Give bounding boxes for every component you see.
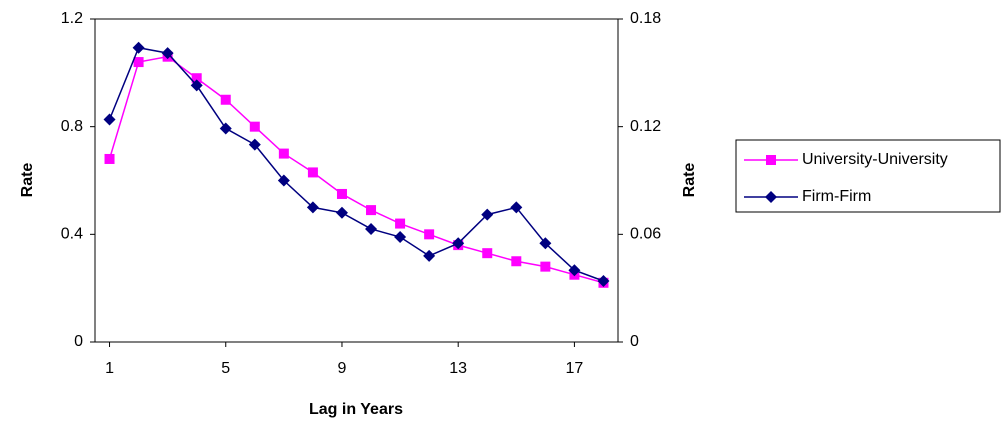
- series-line: [108, 46, 604, 282]
- diamond-marker: [335, 206, 348, 219]
- square-marker: [366, 205, 377, 216]
- y-tick-label: 0.8: [61, 118, 83, 135]
- diamond-marker: [219, 122, 232, 135]
- square-marker: [336, 188, 347, 199]
- y2-axis-title: Rate: [681, 163, 698, 198]
- square-marker: [424, 229, 435, 240]
- diamond-marker: [394, 231, 407, 244]
- diamond-marker: [248, 138, 261, 151]
- diamond-marker: [481, 208, 494, 221]
- diamond-marker: [597, 274, 610, 287]
- legend-label: University-University: [802, 151, 948, 168]
- x-tick-label: 5: [221, 360, 230, 377]
- y2-tick-label: 0.06: [630, 226, 661, 243]
- square-marker: [249, 121, 260, 132]
- x-axis-title: Lag in Years: [309, 401, 403, 418]
- diamond-marker: [568, 264, 581, 277]
- square-marker: [482, 248, 493, 259]
- plot-frame: [94, 18, 619, 343]
- y-tick-label: 0.4: [61, 226, 83, 243]
- square-marker: [540, 261, 551, 272]
- square-marker: [220, 94, 231, 105]
- x-tick-label: 17: [566, 360, 584, 377]
- square-marker: [278, 148, 289, 159]
- y2-tick-label: 0.12: [630, 118, 661, 135]
- square-marker: [395, 218, 406, 229]
- square-marker: [307, 167, 318, 178]
- diamond-marker: [277, 174, 290, 187]
- square-marker: [511, 256, 522, 267]
- square-marker: [104, 153, 115, 164]
- y-axis-title: Rate: [19, 163, 36, 198]
- diamond-marker: [423, 249, 436, 262]
- diamond-marker: [132, 41, 145, 54]
- legend-label: Firm-Firm: [802, 188, 871, 205]
- legend-box: [735, 139, 1001, 213]
- diamond-marker: [510, 201, 523, 214]
- square-marker: [191, 73, 202, 84]
- x-tick-label: 1: [105, 360, 114, 377]
- diamond-marker: [103, 113, 116, 126]
- diamond-marker: [190, 79, 203, 92]
- diamond-marker: [365, 222, 378, 235]
- y-tick-label: 1.2: [61, 10, 83, 27]
- diamond-marker: [539, 237, 552, 250]
- y2-tick-label: 0.18: [630, 10, 661, 27]
- diamond-marker: [765, 191, 777, 203]
- diamond-marker: [161, 47, 174, 60]
- x-tick-label: 13: [449, 360, 467, 377]
- square-marker: [766, 155, 776, 165]
- diamond-marker: [306, 201, 319, 214]
- diamond-marker: [452, 237, 465, 250]
- y-tick-label: 0: [74, 333, 83, 350]
- y2-tick-label: 0: [630, 333, 639, 350]
- x-tick-label: 9: [338, 360, 347, 377]
- square-marker: [133, 57, 144, 68]
